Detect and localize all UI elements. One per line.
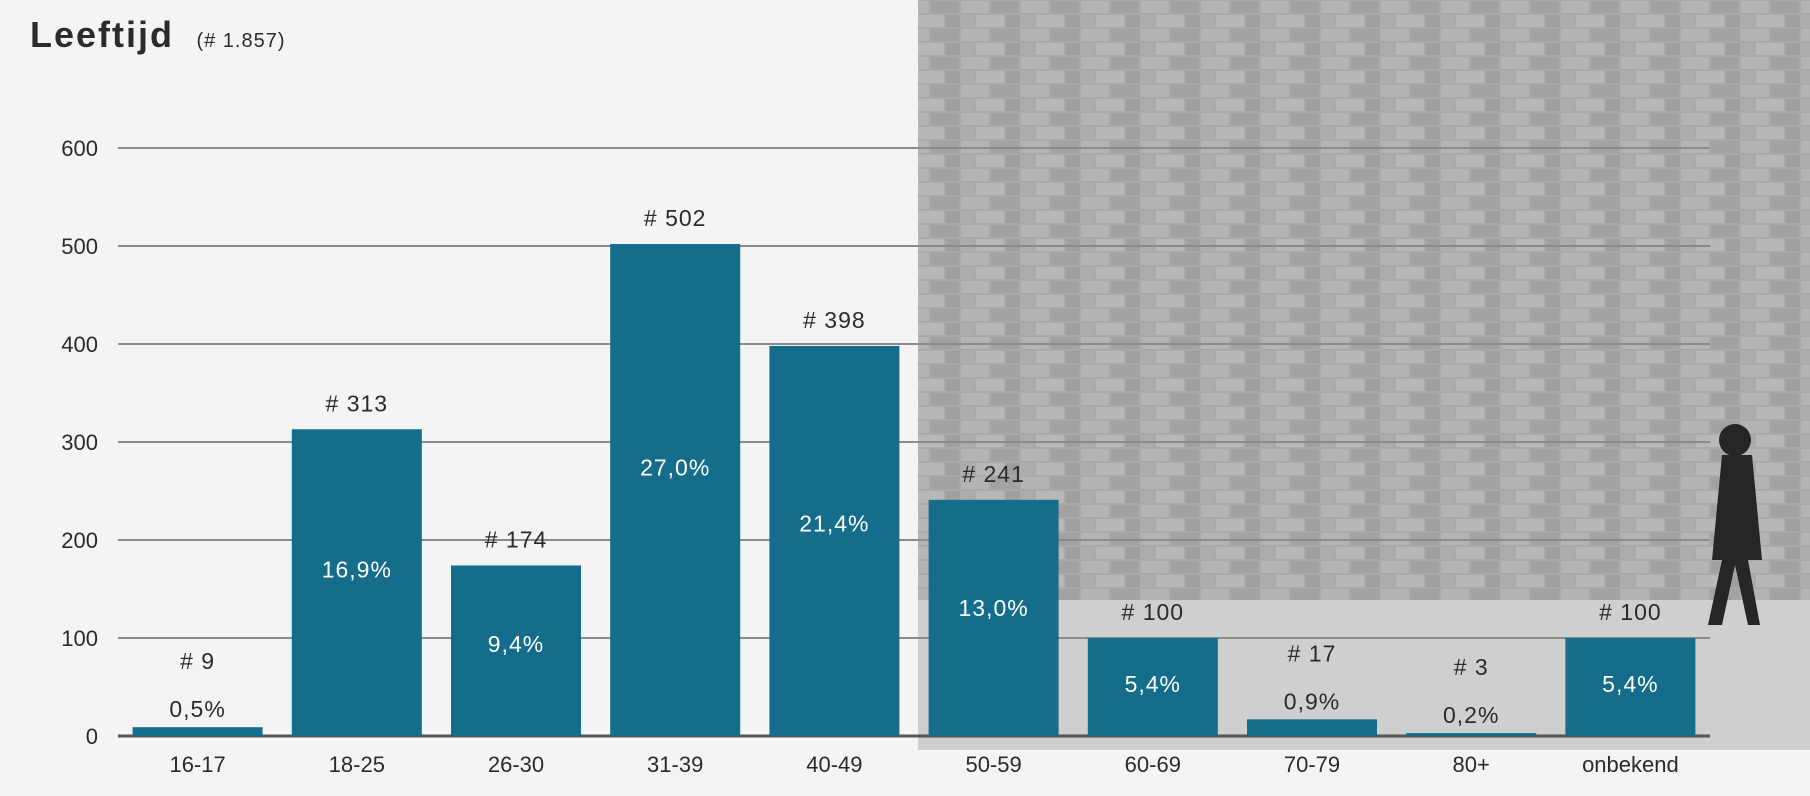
bars bbox=[132, 244, 1696, 737]
percent-label: 21,4% bbox=[799, 510, 869, 536]
walking-person bbox=[1708, 424, 1762, 625]
x-tick-label: 50-59 bbox=[965, 752, 1021, 777]
bar bbox=[291, 429, 422, 736]
data-labels: # 9 0,5% # 313 16,9% # 174 9,4% # 502 27,0% # 39… bbox=[169, 205, 1662, 728]
bar bbox=[1406, 733, 1537, 736]
y-tick-label: 500 bbox=[61, 234, 98, 259]
x-tick-label: 70-79 bbox=[1284, 752, 1340, 777]
count-label: # 3 bbox=[1454, 654, 1489, 680]
percent-label: 5,4% bbox=[1125, 671, 1181, 697]
x-tick-label: 18-25 bbox=[329, 752, 385, 777]
percent-label: 13,0% bbox=[958, 595, 1028, 621]
x-tick-label: 60-69 bbox=[1125, 752, 1181, 777]
percent-label: 27,0% bbox=[640, 454, 710, 480]
y-tick-label: 200 bbox=[61, 528, 98, 553]
chart-title: Leeftijd bbox=[30, 14, 175, 55]
y-tick-label: 400 bbox=[61, 332, 98, 357]
count-label: # 9 bbox=[180, 648, 215, 674]
bar bbox=[1087, 638, 1218, 736]
bar bbox=[610, 244, 741, 737]
x-axis-ticks: 16-17 18-25 26-30 31-39 40-49 50-59 60-69 70-79… bbox=[169, 752, 1678, 777]
percent-label: 5,4% bbox=[1602, 671, 1658, 697]
count-label: # 100 bbox=[1122, 599, 1185, 625]
count-label: # 100 bbox=[1599, 599, 1662, 625]
count-label: # 313 bbox=[326, 390, 389, 416]
percent-label: 0,5% bbox=[169, 696, 225, 722]
y-tick-label: 100 bbox=[61, 626, 98, 651]
count-label: # 174 bbox=[485, 526, 548, 552]
x-tick-label: 31-39 bbox=[647, 752, 703, 777]
chart-header: Leeftijd (# 1.857) bbox=[30, 14, 286, 56]
percent-label: 16,9% bbox=[322, 556, 392, 582]
percent-label: 0,2% bbox=[1443, 702, 1499, 728]
count-label: # 241 bbox=[962, 461, 1025, 487]
count-label: # 398 bbox=[803, 307, 866, 333]
percent-label: 0,9% bbox=[1284, 688, 1340, 714]
x-tick-label: onbekend bbox=[1582, 752, 1679, 777]
bar bbox=[1247, 719, 1377, 736]
y-tick-label: 600 bbox=[61, 136, 98, 161]
y-tick-label: 300 bbox=[61, 430, 98, 455]
percent-label: 9,4% bbox=[488, 631, 544, 657]
y-tick-label: 0 bbox=[86, 724, 98, 749]
bar bbox=[132, 727, 263, 736]
y-axis-ticks: 0 100 200 300 400 500 600 bbox=[61, 136, 98, 749]
bar bbox=[1565, 638, 1696, 736]
x-tick-label: 26-30 bbox=[488, 752, 544, 777]
x-tick-label: 40-49 bbox=[806, 752, 862, 777]
chart-subtitle: (# 1.857) bbox=[196, 30, 286, 52]
bar bbox=[928, 499, 1059, 736]
bar bbox=[769, 345, 900, 736]
count-label: # 17 bbox=[1288, 640, 1337, 666]
bar bbox=[451, 565, 581, 736]
x-tick-label: 80+ bbox=[1453, 752, 1490, 777]
count-label: # 502 bbox=[644, 205, 707, 231]
brick-wall bbox=[918, 0, 1810, 600]
x-tick-label: 16-17 bbox=[169, 752, 225, 777]
